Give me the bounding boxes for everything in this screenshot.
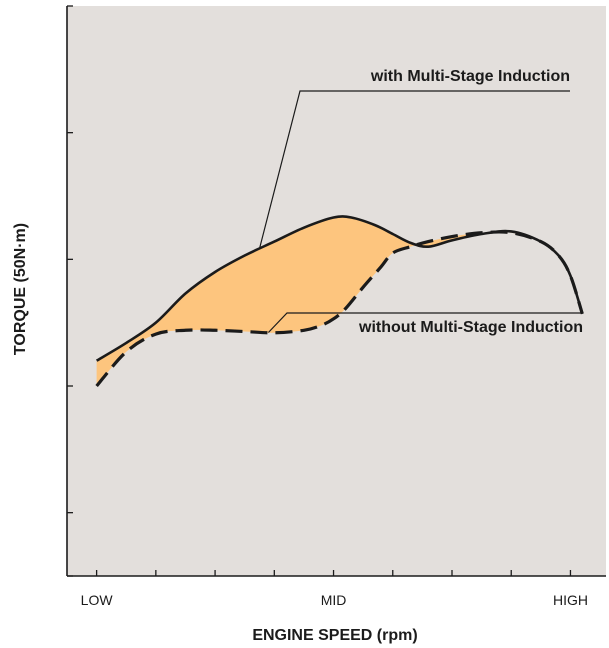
annotation-leader-1 <box>267 312 583 333</box>
x-tick-label-high: HIGH <box>553 592 588 608</box>
annotation-label-0: with Multi-Stage Induction <box>370 68 570 85</box>
series-line-with-multi-stage <box>95 215 584 362</box>
annotation-layer: with Multi-Stage Induction without Multi-… <box>258 68 583 336</box>
axis-layer <box>66 6 606 577</box>
tick-layer: LOW MID HIGH <box>67 5 588 608</box>
y-axis-title: TORQUE (50N·m) <box>12 223 29 355</box>
annotation-leader-0 <box>258 90 570 249</box>
x-tick-label-low: LOW <box>81 592 114 608</box>
gain-fill-layer <box>96 216 583 386</box>
x-tick-label-mid: MID <box>321 592 347 608</box>
torque-gain-area <box>96 216 583 386</box>
annotation-label-1: without Multi-Stage Induction <box>358 319 583 336</box>
series-layer <box>95 215 584 388</box>
x-axis-title: ENGINE SPEED (rpm) <box>252 627 417 644</box>
